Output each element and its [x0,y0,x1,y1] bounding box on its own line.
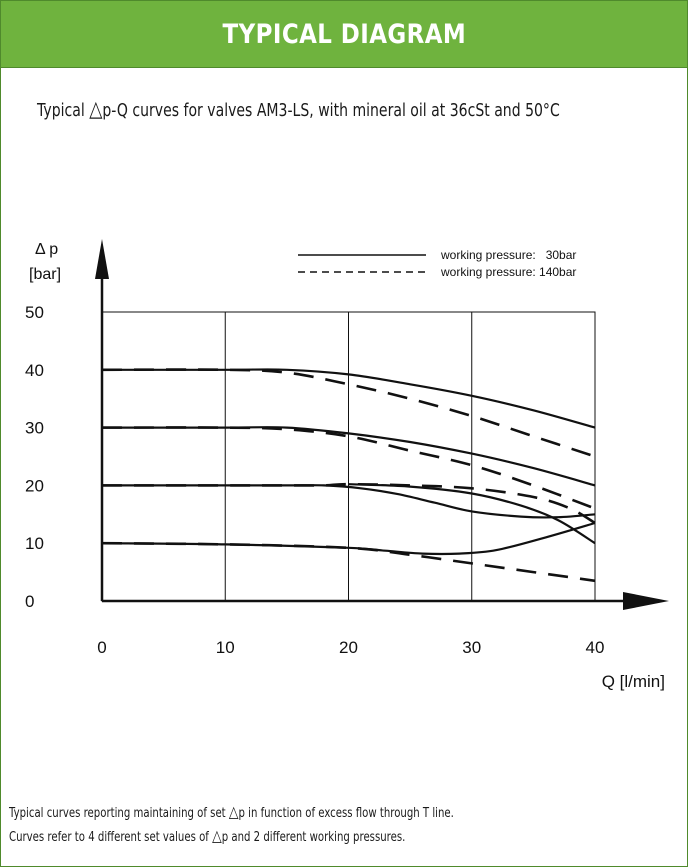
subtitle-prefix: Typical [37,100,90,121]
delta-symbol: △ [89,97,103,122]
subtitle-text: p-Q curves for valves AM3-LS, with miner… [102,100,560,121]
caption-2-text-a: Curves refer to 4 different set values o… [9,830,213,845]
x-tick-label: 0 [97,638,106,657]
chart-legend: working pressure: 30bar working pressure:… [298,248,576,279]
x-tick-label: 30 [462,638,481,657]
y-axis-unit-label: [bar] [29,266,61,283]
header-bar: TYPICAL DIAGRAM [1,1,687,68]
x-axis-arrow-icon [623,592,669,610]
series-line-dashed-set-10 [101,541,596,583]
y-axis-arrow-icon [95,239,109,279]
x-tick-label: 20 [339,638,358,657]
y-tick-label: 40 [25,361,44,380]
y-tick-label: 20 [25,476,44,495]
y-tick-label: 10 [25,534,44,553]
dp-q-chart: Δ p [bar] Q [l/min] 0 10 20 30 40 50 0 10 20 30 40… [25,239,669,691]
caption-1-text-b: p in function of excess flow through T l… [238,806,454,821]
series-line-solid-set-40 [101,368,596,429]
y-tick-label: 30 [25,419,44,438]
header-title: TYPICAL DIAGRAM [222,18,466,50]
chart-subtitle: Typical △p-Q curves for valves AM3-LS, w… [37,97,560,122]
y-axis-label: Δ p [35,241,58,258]
y-tick-label: 50 [25,303,44,322]
x-tick-label: 40 [586,638,605,657]
chart-caption: Typical curves reporting maintaining of … [9,801,454,849]
caption-2-text-b: p and 2 different working pressures. [221,830,406,845]
x-axis-label: Q [l/min] [602,672,665,691]
caption-line-1: Typical curves reporting maintaining of … [9,801,454,825]
series-line-solid-set-20 [348,483,596,545]
legend-label: working pressure: 140bar [440,265,576,279]
caption-1-delta-symbol: △ [228,802,239,821]
series-line-dashed-set-40 [101,368,596,458]
series-line-solid-set-10 [101,521,596,556]
caption-line-2: Curves refer to 4 different set values o… [9,825,454,849]
legend-label: working pressure: 30bar [440,248,576,262]
series-line-dashed-set-30 [101,426,596,510]
tick-labels: Δ p [bar] Q [l/min] 0 10 20 30 40 50 0 10 20 30 40 [25,241,665,691]
series-line-solid-set-30 [102,426,596,487]
y-tick-label: 0 [25,592,34,611]
caption-2-delta-symbol: △ [212,826,222,845]
caption-1-text-a: Typical curves reporting maintaining of … [9,806,229,821]
chart-grid [101,311,596,602]
chart-series [101,368,596,583]
x-tick-label: 10 [216,638,235,657]
